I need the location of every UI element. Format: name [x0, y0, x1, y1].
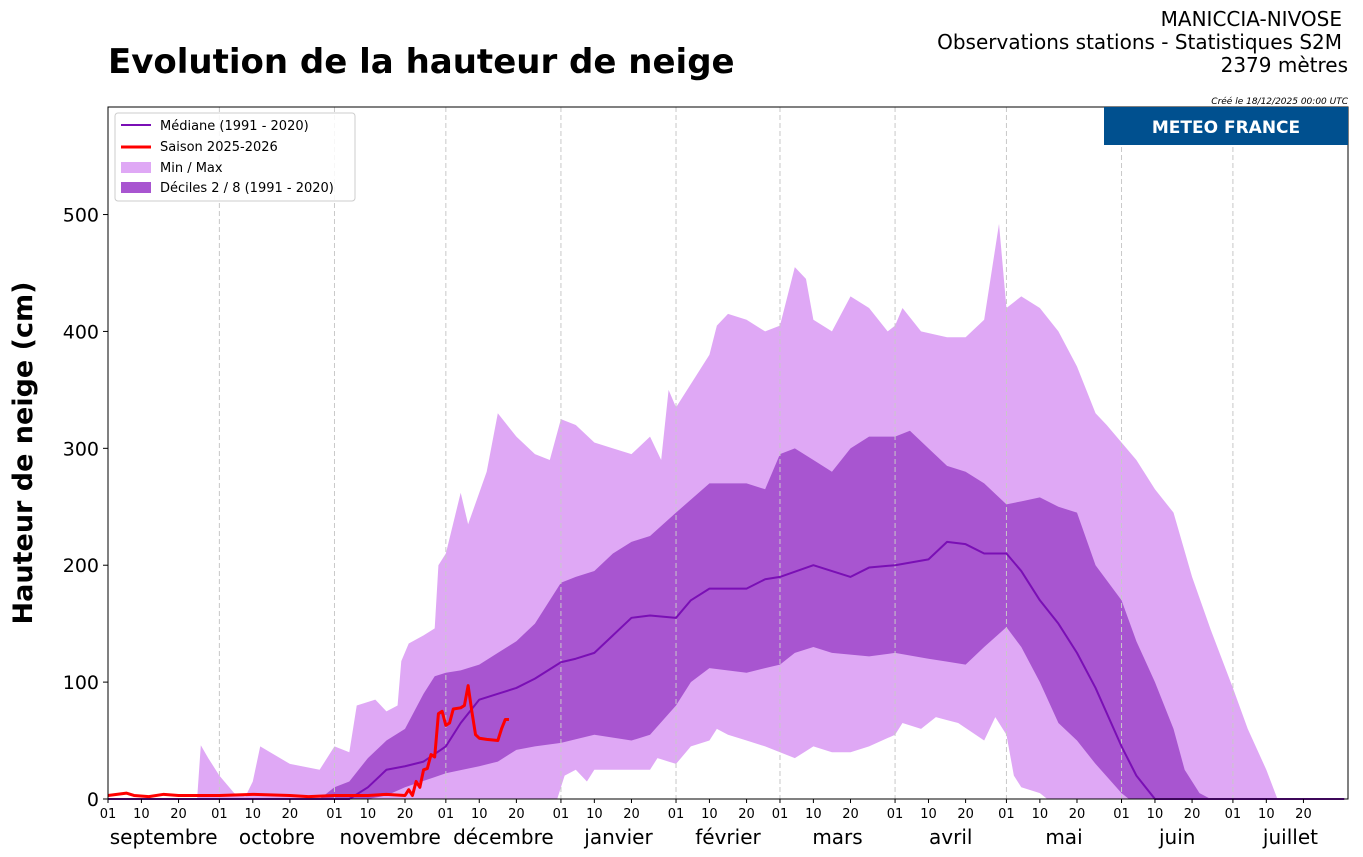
x-tick-label: 10: [1032, 807, 1049, 822]
month-label: octobre: [239, 825, 315, 849]
x-tick-label: 20: [282, 807, 299, 822]
x-tick-label: 10: [701, 807, 718, 822]
x-tick-label: 20: [508, 807, 525, 822]
x-tick-label: 10: [805, 807, 822, 822]
month-label: avril: [929, 825, 972, 849]
month-label: décembre: [453, 825, 554, 849]
x-tick-label: 01: [326, 807, 343, 822]
x-tick-label: 20: [1069, 807, 1086, 822]
x-tick-label: 01: [1225, 807, 1242, 822]
x-tick-label: 01: [438, 807, 455, 822]
x-tick-label: 20: [957, 807, 974, 822]
legend: Médiane (1991 - 2020) Saison 2025-2026 M…: [114, 112, 356, 202]
x-tick-label: 20: [623, 807, 640, 822]
x-tick-label: 01: [553, 807, 570, 822]
y-tick-label: 0: [87, 789, 99, 811]
month-label: septembre: [110, 825, 218, 849]
decile-band: [108, 430, 1345, 799]
plot-frame: [107, 106, 1349, 800]
station-altitude: 2379 mètres: [1221, 53, 1348, 77]
x-tick-label: 01: [772, 807, 789, 822]
x-tick-label: 20: [738, 807, 755, 822]
x-tick-label: 01: [1113, 807, 1130, 822]
plot-area: [107, 106, 1349, 800]
x-tick-label: 10: [920, 807, 937, 822]
legend-season-label: Saison 2025-2026: [160, 140, 278, 155]
y-axis-label: Hauteur de neige (cm): [8, 282, 39, 625]
logo-text: METEO FRANCE: [1152, 118, 1300, 138]
x-tick-label: 20: [842, 807, 859, 822]
legend-minmax-swatch: [121, 162, 151, 173]
month-label: mai: [1045, 825, 1082, 849]
legend-minmax-label: Min / Max: [160, 161, 223, 176]
x-tick-label: 10: [586, 807, 603, 822]
x-tick-label: 01: [211, 807, 228, 822]
season-line: [107, 684, 509, 799]
legend-deciles-label: Déciles 2 / 8 (1991 - 2020): [160, 181, 334, 196]
y-axis: 0 100 200 300 400 500: [63, 205, 108, 811]
x-tick-label: 20: [1295, 807, 1312, 822]
chart-subtitle: Observations stations - Statistiques S2M: [937, 30, 1342, 54]
x-tick-label: 20: [397, 807, 414, 822]
x-tick-label: 01: [100, 807, 117, 822]
meteo-france-logo: METEO FRANCE: [1104, 107, 1348, 145]
x-tick-label: 10: [360, 807, 377, 822]
x-tick-label: 10: [471, 807, 488, 822]
chart-title: Evolution de la hauteur de neige: [108, 42, 735, 82]
x-tick-label: 10: [133, 807, 150, 822]
x-tick-label: 01: [668, 807, 685, 822]
y-tick-label: 400: [63, 321, 99, 343]
y-tick-label: 200: [63, 555, 99, 577]
month-label: juin: [1158, 825, 1195, 849]
x-tick-label: 20: [1184, 807, 1201, 822]
station-name: MANICCIA-NIVOSE: [1161, 7, 1342, 31]
created-date: Créé le 18/12/2025 00:00 UTC: [1211, 96, 1348, 107]
x-axis: 01 10 20 septembre 01 10 20 octobre 01 10 20 novemb…: [100, 799, 1318, 849]
median-line: [108, 540, 1345, 800]
legend-deciles-swatch: [121, 182, 151, 193]
month-label: mars: [812, 825, 862, 849]
month-label: février: [695, 825, 761, 849]
y-tick-label: 100: [63, 672, 99, 694]
month-label: janvier: [583, 825, 653, 849]
x-tick-label: 10: [1147, 807, 1164, 822]
x-tick-label: 10: [245, 807, 262, 822]
x-tick-label: 20: [170, 807, 187, 822]
legend-median-label: Médiane (1991 - 2020): [160, 119, 309, 134]
x-tick-label: 01: [998, 807, 1015, 822]
month-label: novembre: [339, 825, 440, 849]
month-label: juillet: [1262, 825, 1318, 849]
y-tick-label: 500: [63, 205, 99, 227]
x-tick-label: 01: [887, 807, 904, 822]
x-tick-label: 10: [1258, 807, 1275, 822]
y-tick-label: 300: [63, 438, 99, 460]
